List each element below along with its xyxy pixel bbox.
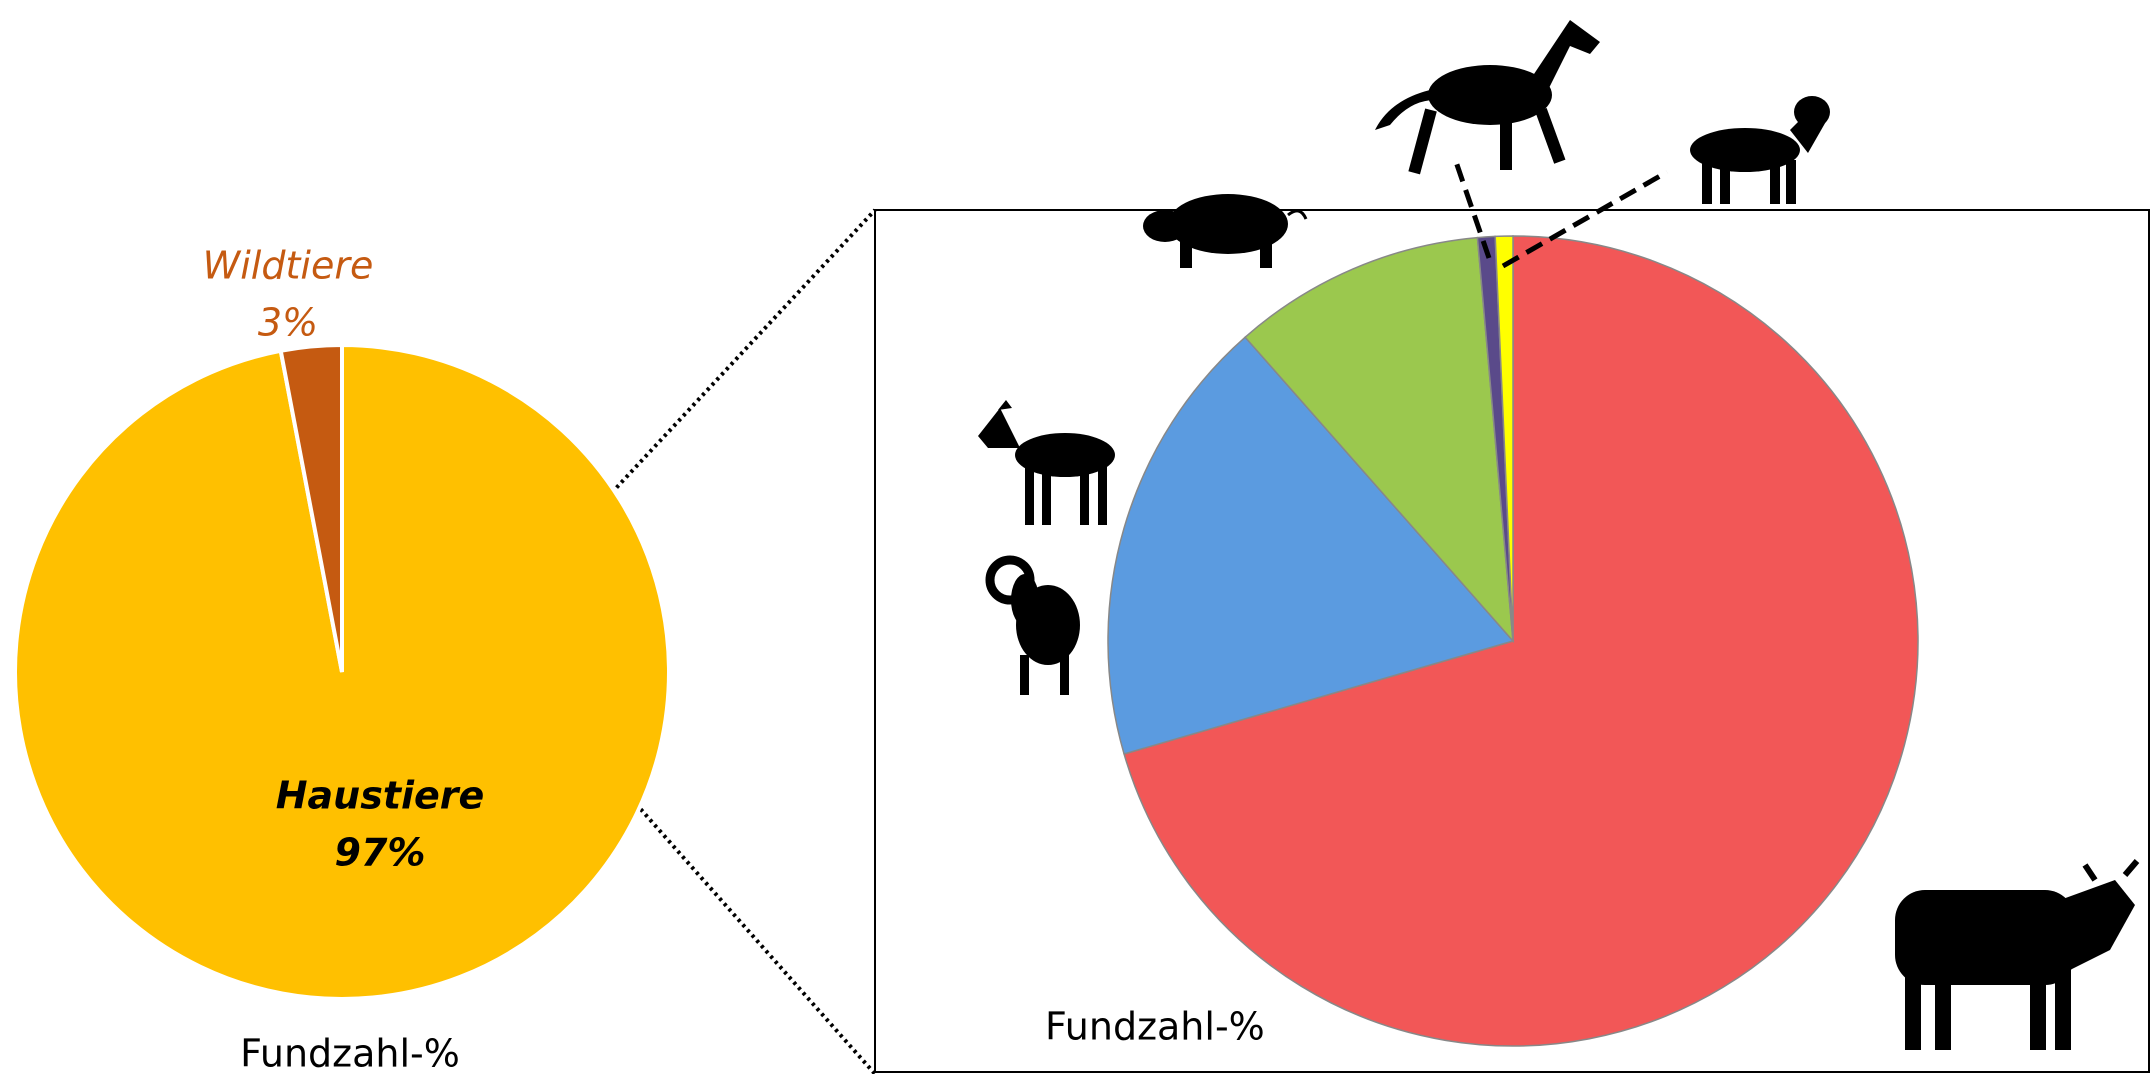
horse-icon: [1375, 20, 1600, 174]
chart-title: Fundzahl-%: [1045, 1005, 1265, 1049]
chart-title: Fundzahl-%: [240, 1032, 460, 1074]
slice-value: 97%: [335, 831, 426, 875]
slice-value: 3%: [258, 301, 318, 345]
page: Haustiere 97% Wildtiere 3% Fundzahl-% Fundzah…: [0, 0, 2151, 1074]
dog-icon: [1690, 96, 1830, 204]
slice-label: Wildtiere: [203, 244, 374, 288]
chart: Haustiere 97% Wildtiere 3% Fundzahl-% Fundzah…: [0, 0, 2151, 1074]
slice-label: Haustiere: [276, 774, 485, 818]
